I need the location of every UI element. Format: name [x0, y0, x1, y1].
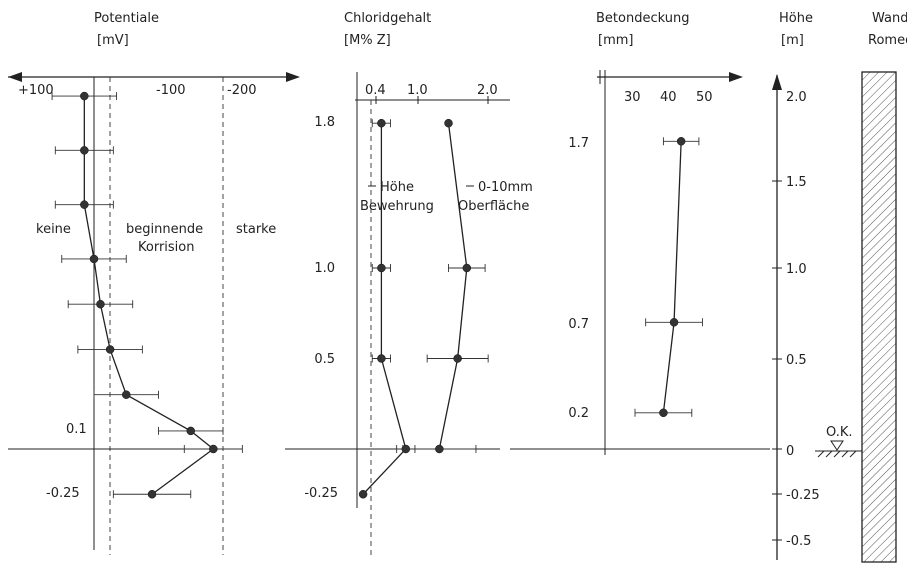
- height-tick-5: 0: [786, 444, 794, 459]
- ground-hatch-icon: [817, 450, 857, 458]
- cover-tick-2: 40: [660, 90, 677, 105]
- height-title: Höhe: [779, 11, 813, 26]
- ok-marker-icon: [830, 440, 844, 451]
- potential-title: Potentiale: [94, 11, 159, 26]
- chart-marks: [51, 91, 703, 499]
- series-label-0-10mm: 0-10mm: [478, 180, 533, 195]
- series-line-1-1: [438, 123, 468, 450]
- chloride-tick-2: 1.0: [407, 83, 428, 98]
- series-label-bewehrung: Bewehrung: [360, 199, 434, 214]
- data-point: [669, 318, 679, 327]
- cover-title: Betondeckung: [596, 11, 689, 26]
- wall: O.K.: [815, 71, 897, 563]
- potential-tick-3: -200: [227, 83, 257, 98]
- data-point: [209, 444, 218, 454]
- ground-hatch-stroke: [825, 450, 833, 458]
- chloride-header: Chloridgehalt [M% Z]: [344, 11, 431, 48]
- cover-tick-1: 30: [624, 90, 641, 105]
- zone-label-starke: starke: [236, 222, 276, 237]
- zone-label-beginnende: beginnende: [126, 222, 203, 237]
- data-point: [444, 118, 453, 128]
- data-point: [462, 263, 472, 273]
- wall-section: [861, 71, 897, 563]
- chloride-tick-3: 2.0: [477, 83, 498, 98]
- chloride-tick-1: 0.4: [365, 83, 386, 98]
- height-header: Höhe [m]: [779, 11, 813, 48]
- series-label-oberflaeche: Oberfläche: [458, 199, 529, 214]
- ground-hatch-stroke: [849, 450, 857, 458]
- wall-header: Wand Romed: [868, 11, 907, 48]
- chloride-depth-label-4: -0.25: [304, 486, 338, 501]
- potential-unit: [mV]: [97, 33, 129, 48]
- height-tick-3: 1.0: [786, 262, 807, 277]
- zone-label-keine: keine: [36, 222, 71, 237]
- potential-depth-label-1: 0.1: [66, 422, 87, 437]
- data-point: [96, 299, 105, 309]
- data-point: [105, 345, 115, 354]
- potential-panel: +100 -100 -200 keine beginnende Korrisio…: [8, 72, 300, 555]
- ground-hatch-stroke: [817, 450, 825, 458]
- height-tick-7: -0.5: [786, 534, 811, 549]
- data-point: [676, 137, 686, 146]
- data-point: [80, 146, 89, 155]
- chloride-depth-label-1: 1.8: [314, 115, 335, 130]
- series-line-2-0: [662, 141, 682, 413]
- cover-header: Betondeckung [mm]: [596, 11, 689, 48]
- data-point: [659, 408, 668, 418]
- chloride-unit: [M% Z]: [344, 33, 391, 48]
- potential-tick-1: +100: [18, 83, 54, 98]
- chloride-depth-label-2: 1.0: [314, 261, 335, 276]
- wall-title: Wand: [872, 11, 907, 26]
- data-point: [186, 426, 195, 436]
- potential-tick-2: -100: [156, 83, 186, 98]
- data-point: [453, 354, 462, 363]
- data-point: [358, 490, 368, 499]
- height-panel: 2.0 1.5 1.0 0.5 0 -0.25 -0.5: [772, 74, 820, 560]
- ok-label: O.K.: [826, 425, 853, 440]
- height-tick-4: 0.5: [786, 353, 807, 368]
- cover-arrow-right-icon: [729, 72, 743, 82]
- data-point: [435, 444, 444, 454]
- series-label-hoehe: Höhe: [380, 180, 414, 195]
- zone-label-korrision: Korrision: [138, 240, 194, 255]
- height-arrow-up-icon: [772, 74, 782, 90]
- height-tick-2: 1.5: [786, 175, 807, 190]
- series-line-0-0: [83, 96, 215, 495]
- data-point: [377, 354, 386, 363]
- data-point: [377, 263, 386, 273]
- data-point: [89, 254, 99, 264]
- cover-depth-label-3: 0.2: [568, 406, 589, 421]
- potential-arrow-left-icon: [8, 72, 22, 82]
- data-point: [80, 91, 89, 101]
- ground-hatch-stroke: [841, 450, 849, 458]
- chloride-title: Chloridgehalt: [344, 11, 431, 26]
- cover-panel: 30 40 50 1.7 0.7 0.2: [568, 70, 743, 455]
- potential-header: Potentiale [mV]: [94, 11, 159, 48]
- wall-subtitle: Romed: [868, 33, 907, 48]
- height-unit: [m]: [781, 33, 804, 48]
- data-point: [80, 200, 89, 209]
- potential-depth-label-2: -0.25: [46, 486, 80, 501]
- cover-unit: [mm]: [598, 33, 633, 48]
- ground-hatch-stroke: [833, 450, 841, 458]
- chloride-panel: 0.4 1.0 2.0 1.8 1.0 0.5 -0.25 Höhe Beweh…: [304, 72, 533, 555]
- data-point: [377, 118, 386, 128]
- data-point: [147, 490, 157, 499]
- height-tick-6: -0.25: [786, 488, 820, 503]
- chloride-depth-label-3: 0.5: [314, 352, 335, 367]
- data-point: [122, 390, 131, 399]
- cover-depth-label-2: 0.7: [568, 317, 589, 332]
- cover-depth-label-1: 1.7: [568, 136, 589, 151]
- potential-arrow-right-icon: [286, 72, 300, 82]
- height-tick-1: 2.0: [786, 90, 807, 105]
- series-line-1-0: [362, 123, 407, 495]
- height-tick-marks: [772, 180, 782, 541]
- cover-tick-3: 50: [696, 90, 713, 105]
